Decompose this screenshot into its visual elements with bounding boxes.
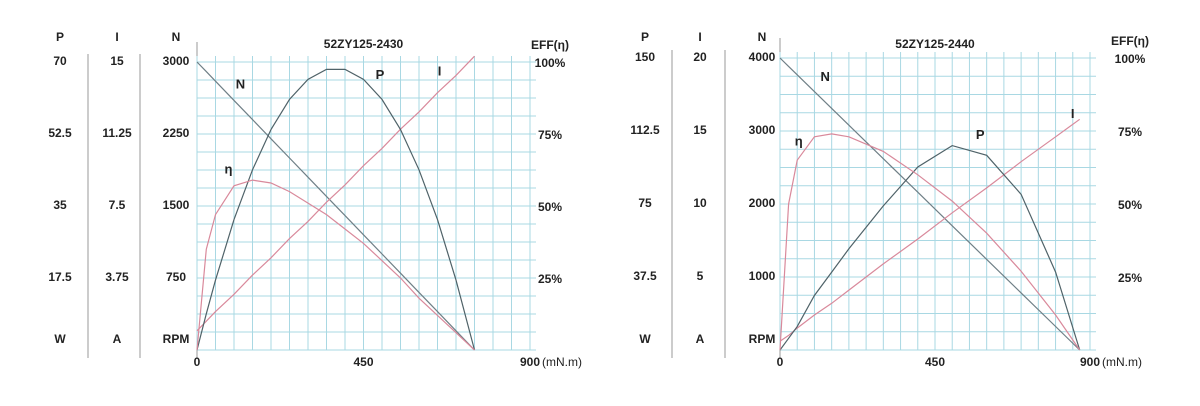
axis-tick-label: 25% xyxy=(1118,271,1142,285)
axis-tick-label: 37.5 xyxy=(633,269,657,283)
axis-name: P xyxy=(56,30,64,44)
axis-tick-label: 75% xyxy=(1118,125,1142,139)
x-tick-label: 900 xyxy=(1080,355,1100,369)
axis-name: EFF(η) xyxy=(1111,34,1149,48)
axis-unit: W xyxy=(639,332,651,346)
axis-tick-label: 15 xyxy=(693,123,707,137)
curve xyxy=(779,133,1081,351)
chart-title: 52ZY125-2440 xyxy=(895,37,975,51)
axis-tick-label: 100% xyxy=(1115,52,1146,66)
x-unit: (mN.m) xyxy=(1102,355,1142,369)
axis-tick-label: 5 xyxy=(697,269,704,283)
axis-tick-label: 75 xyxy=(638,196,652,210)
x-tick-label: 900 xyxy=(520,355,540,369)
axis-tick-label: 150 xyxy=(635,50,655,64)
axis-unit: A xyxy=(696,332,705,346)
curve xyxy=(196,68,476,351)
x-tick-label: 0 xyxy=(777,355,784,369)
x-tick-label: 450 xyxy=(925,355,945,369)
axis-unit: W xyxy=(54,332,66,346)
axis-tick-label: 4000 xyxy=(749,50,776,64)
curve xyxy=(196,61,475,351)
curve-label: η xyxy=(225,162,233,177)
curve xyxy=(779,57,1081,351)
axis-tick-label: 1000 xyxy=(749,269,776,283)
axis-tick-label: 7.5 xyxy=(109,198,126,212)
axis-tick-label: 20 xyxy=(693,50,707,64)
axis-tick-label: 100% xyxy=(535,56,566,70)
x-unit: (mN.m) xyxy=(542,355,582,369)
curve-label: N xyxy=(821,69,830,84)
x-tick-label: 0 xyxy=(194,355,201,369)
axis-tick-label: 25% xyxy=(538,272,562,286)
axis-tick-label: 3000 xyxy=(163,54,190,68)
axis-name: P xyxy=(641,30,649,44)
axis-tick-label: 17.5 xyxy=(48,270,72,284)
axis-tick-label: 15 xyxy=(110,54,124,68)
axis-tick-label: 750 xyxy=(166,270,186,284)
axis-tick-label: 11.25 xyxy=(102,126,132,140)
axis-tick-label: 75% xyxy=(538,128,562,142)
curve-label: P xyxy=(976,127,985,142)
curve-label: N xyxy=(236,77,245,92)
axis-tick-label: 50% xyxy=(538,200,562,214)
curve xyxy=(779,118,1081,342)
curve xyxy=(196,55,475,332)
x-tick-label: 450 xyxy=(353,355,373,369)
axis-tick-label: 2250 xyxy=(163,126,190,140)
axis-name: I xyxy=(698,30,701,44)
chart-title: 52ZY125-2430 xyxy=(324,37,404,51)
axis-tick-label: 50% xyxy=(1118,198,1142,212)
axis-tick-label: 35 xyxy=(53,198,67,212)
axis-tick-label: 10 xyxy=(693,196,707,210)
axis-unit: A xyxy=(113,332,122,346)
axis-name: N xyxy=(172,30,181,44)
axis-name: I xyxy=(115,30,118,44)
axis-tick-label: 52.5 xyxy=(48,126,72,140)
axis-name: EFF(η) xyxy=(531,38,569,52)
curve-label: P xyxy=(376,67,385,82)
curve-label: I xyxy=(1071,106,1075,121)
curve xyxy=(196,179,475,351)
curve-label: I xyxy=(438,64,442,79)
axis-unit: RPM xyxy=(749,332,776,346)
axis-unit: RPM xyxy=(163,332,190,346)
axis-tick-label: 3.75 xyxy=(105,270,129,284)
axis-name: N xyxy=(758,30,767,44)
curve-label: η xyxy=(795,133,803,148)
axis-tick-label: 3000 xyxy=(749,123,776,137)
curve xyxy=(779,144,1081,351)
axis-tick-label: 2000 xyxy=(749,196,776,210)
axis-tick-label: 112.5 xyxy=(630,123,660,137)
axis-tick-label: 70 xyxy=(53,54,67,68)
axis-tick-label: 1500 xyxy=(163,198,190,212)
